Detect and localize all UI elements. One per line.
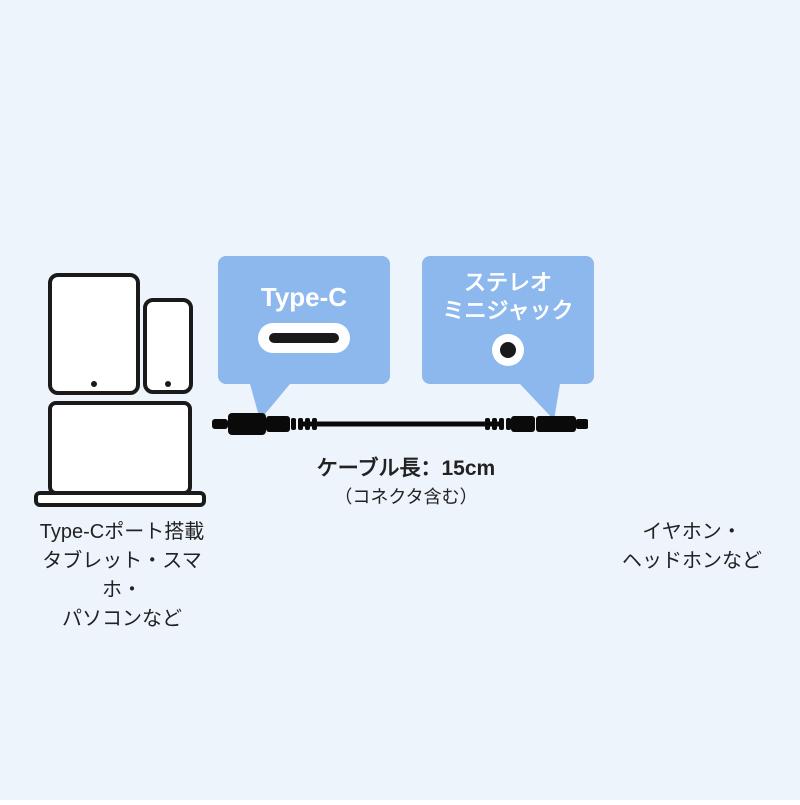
caption-line: イヤホン・	[642, 521, 741, 543]
headset-icon	[608, 300, 776, 470]
caption-line: ケーブル長：15cm	[317, 457, 495, 480]
caption-line: ヘッドホンなど	[622, 550, 762, 572]
infographic-canvas: Type-Cポート搭載 タブレット・スマホ・ パソコンなど Type-C ステレ…	[0, 0, 800, 800]
caption-line: （コネクタ含む）	[334, 487, 477, 507]
headset-caption: イヤホン・ ヘッドホンなど	[600, 518, 784, 576]
cable-length-caption: ケーブル長：15cm （コネクタ含む）	[218, 454, 594, 511]
